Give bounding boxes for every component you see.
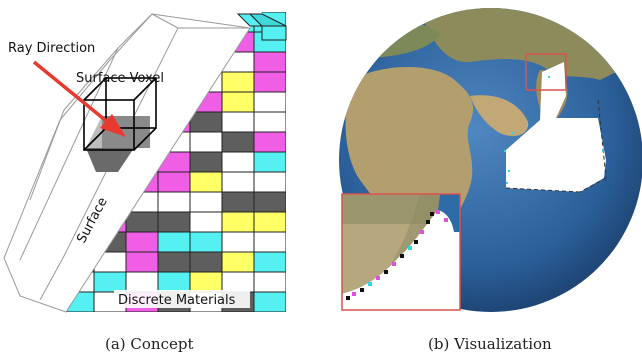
voxel-cell — [253, 131, 286, 153]
voxel-cell — [221, 211, 255, 233]
voxel-block — [506, 62, 606, 192]
voxel-cell — [221, 191, 255, 213]
voxel-cell — [221, 71, 255, 93]
voxel-cell — [253, 231, 286, 253]
voxel-cell — [189, 191, 223, 213]
surface-voxel-label: Surface Voxel — [76, 71, 164, 86]
voxel-cell — [93, 271, 127, 293]
voxel-cell — [157, 251, 191, 273]
ray-direction-label: Ray Direction — [8, 41, 95, 56]
voxel-cell — [253, 111, 286, 133]
voxel-cell — [253, 171, 286, 193]
voxel-cell — [157, 231, 191, 253]
voxel-cell — [221, 111, 255, 133]
voxel-cell — [125, 271, 159, 293]
voxel-cell — [221, 151, 255, 173]
voxel-cell — [221, 131, 255, 153]
arabia-landmass — [470, 95, 529, 137]
voxel-cell — [189, 171, 223, 193]
voxel-cell — [189, 151, 223, 173]
ray-arrow — [32, 60, 126, 137]
voxel-cell — [253, 291, 286, 312]
voxel-cell — [189, 251, 223, 273]
voxel-cell — [253, 191, 286, 213]
visualization-panel: (b) Visualization — [339, 8, 642, 353]
voxel-cell — [157, 171, 191, 193]
voxel-cell — [157, 271, 191, 293]
voxel-cell — [189, 231, 223, 253]
discrete-materials-label: Discrete Materials — [118, 293, 236, 308]
voxel-cell — [221, 271, 255, 293]
voxel-cell — [253, 151, 286, 173]
voxel-cell — [189, 111, 223, 133]
voxel-block-outline — [505, 99, 607, 193]
zoom-inset — [341, 193, 461, 311]
discrete-materials-label-bg — [114, 290, 250, 308]
voxel-cell — [125, 251, 159, 273]
voxel-cell — [189, 131, 223, 153]
voxel-cell — [221, 171, 255, 193]
voxel-cell — [221, 251, 255, 273]
voxel-cell — [125, 231, 159, 253]
voxel-cell — [157, 191, 191, 213]
voxel-cell — [221, 91, 255, 113]
voxel-cell — [253, 271, 286, 293]
voxel-cell — [189, 211, 223, 233]
concept-caption: (a) Concept — [105, 335, 194, 353]
visualization-caption: (b) Visualization — [428, 335, 552, 353]
voxel-cell — [125, 211, 159, 233]
inset-edge-pixels — [346, 210, 448, 300]
voxel-cell — [253, 51, 286, 73]
voxel-cell — [253, 71, 286, 93]
voxel-cell — [157, 211, 191, 233]
voxel-cell — [189, 271, 223, 293]
concept-panel: Ray Direction Surface Voxel Surface Disc… — [3, 12, 287, 353]
voxel-cell — [253, 91, 286, 113]
voxel-cell — [253, 211, 286, 233]
voxel-speckle — [504, 76, 604, 184]
voxel-cell — [66, 12, 95, 33]
voxel-cell — [221, 231, 255, 253]
voxel-cell — [253, 251, 286, 273]
voxel-top-edge — [236, 13, 287, 41]
voxel-cell — [93, 12, 127, 33]
zoom-region-marker — [525, 53, 567, 91]
